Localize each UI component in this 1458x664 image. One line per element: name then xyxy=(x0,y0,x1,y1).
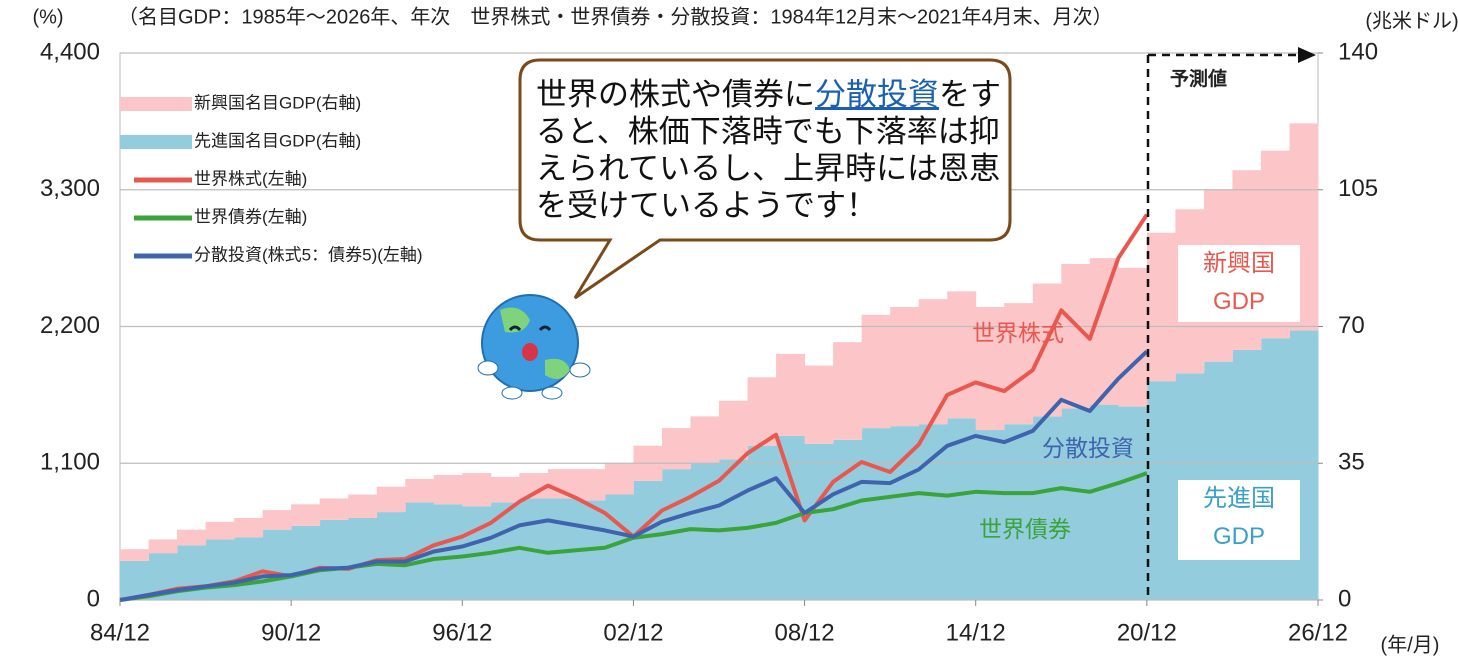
y-tick-label: 4,400 xyxy=(40,38,100,65)
x-tick-label: 20/12 xyxy=(1117,619,1177,646)
area-step xyxy=(805,366,834,444)
y2-tick-label: 70 xyxy=(1338,312,1365,339)
area-step xyxy=(462,473,491,506)
developed-label: 先進国 GDP xyxy=(1178,480,1300,560)
area-step xyxy=(890,426,919,600)
area-step xyxy=(633,481,662,600)
area-step xyxy=(862,428,891,600)
page: (%) （名目GDP：1985年～2026年、年次 世界株式・世界債券・分散投資… xyxy=(0,0,1458,664)
y2-tick-label: 140 xyxy=(1338,38,1378,65)
area-step xyxy=(291,526,320,600)
area-step xyxy=(605,463,634,494)
area-step xyxy=(206,539,235,600)
callout-link[interactable]: 分散投資 xyxy=(815,77,939,112)
x-tick-label: 96/12 xyxy=(432,619,492,646)
area-step xyxy=(1004,424,1033,600)
area-step xyxy=(719,401,748,460)
area-step xyxy=(263,530,292,600)
legend-label: 先進国名目GDP(右軸) xyxy=(194,131,361,150)
area-step xyxy=(1090,405,1119,600)
area-step xyxy=(805,444,834,600)
area-step xyxy=(206,522,235,540)
globe-icon xyxy=(478,295,590,399)
area-step xyxy=(120,549,149,561)
callout-before: 世界の株式や債券に xyxy=(536,77,815,112)
callout-text: 世界の株式や債券に分散投資をすると、株価下落時でも下落率は抑えられているし、上昇… xyxy=(536,76,1006,224)
area-step xyxy=(377,487,406,512)
subtitle: （名目GDP：1985年～2026年、年次 世界株式・世界債券・分散投資：198… xyxy=(118,5,1113,28)
x-label: (年/月) xyxy=(1381,633,1440,656)
area-step xyxy=(1033,284,1062,417)
y2-tick-label: 0 xyxy=(1338,585,1351,612)
area-step xyxy=(149,539,178,553)
y-tick-label: 0 xyxy=(87,585,100,612)
x-tick-label: 84/12 xyxy=(90,619,150,646)
x-tick-label: 14/12 xyxy=(946,619,1006,646)
legend-label: 分散投資(株式5：債券5)(左軸) xyxy=(194,245,423,264)
y-tick-label: 3,300 xyxy=(40,175,100,202)
area-step xyxy=(434,475,463,504)
area-step xyxy=(1147,381,1176,600)
area-step xyxy=(690,416,719,463)
area-step xyxy=(291,504,320,525)
area-step xyxy=(947,291,976,418)
stock-label: 世界株式 xyxy=(972,320,1064,346)
area-step xyxy=(776,354,805,436)
forecast-label: 予測値 xyxy=(1170,67,1227,90)
area-step xyxy=(833,342,862,440)
area-step xyxy=(1147,233,1176,381)
area-step xyxy=(976,430,1005,600)
arrow-head xyxy=(1298,47,1316,63)
area-step xyxy=(862,315,891,428)
area-step xyxy=(377,512,406,600)
area-step xyxy=(890,307,919,426)
x-tick-label: 90/12 xyxy=(261,619,321,646)
legend-label: 世界債券(左軸) xyxy=(194,207,307,226)
emerging-label: 新興国 GDP xyxy=(1178,245,1300,322)
area-step xyxy=(491,477,520,502)
legend-label: 世界株式(左軸) xyxy=(194,169,307,188)
legend-swatch xyxy=(120,97,192,111)
area-step xyxy=(1232,350,1261,600)
area-step xyxy=(348,518,377,600)
y-label: (%) xyxy=(32,6,63,28)
area-step xyxy=(405,479,434,502)
legend-swatch xyxy=(120,135,192,149)
area-step xyxy=(1261,338,1290,600)
x-tick-label: 02/12 xyxy=(603,619,663,646)
area-step xyxy=(1118,268,1147,407)
y-tick-label: 1,100 xyxy=(40,449,100,476)
y2-tick-label: 105 xyxy=(1338,175,1378,202)
area-step xyxy=(320,520,349,600)
legend-label: 新興国名目GDP(右軸) xyxy=(194,93,361,112)
bond-label: 世界債券 xyxy=(979,516,1071,542)
y2-tick-label: 35 xyxy=(1338,449,1365,476)
area-step xyxy=(576,469,605,500)
x-tick-label: 26/12 xyxy=(1288,619,1348,646)
area-step xyxy=(234,518,263,538)
legend: 新興国名目GDP(右軸) 先進国名目GDP(右軸) 世界株式(左軸) 世界債券(左軸)… xyxy=(120,93,423,264)
area-step xyxy=(320,498,349,519)
mixed-label: 分散投資 xyxy=(1042,435,1134,461)
y2-label: (兆米ドル) xyxy=(1365,9,1458,32)
area-step xyxy=(263,510,292,530)
area-step xyxy=(348,495,377,518)
y-tick-label: 2,200 xyxy=(40,312,100,339)
area-step xyxy=(234,537,263,600)
area-step xyxy=(177,530,206,546)
x-tick-label: 08/12 xyxy=(775,619,835,646)
